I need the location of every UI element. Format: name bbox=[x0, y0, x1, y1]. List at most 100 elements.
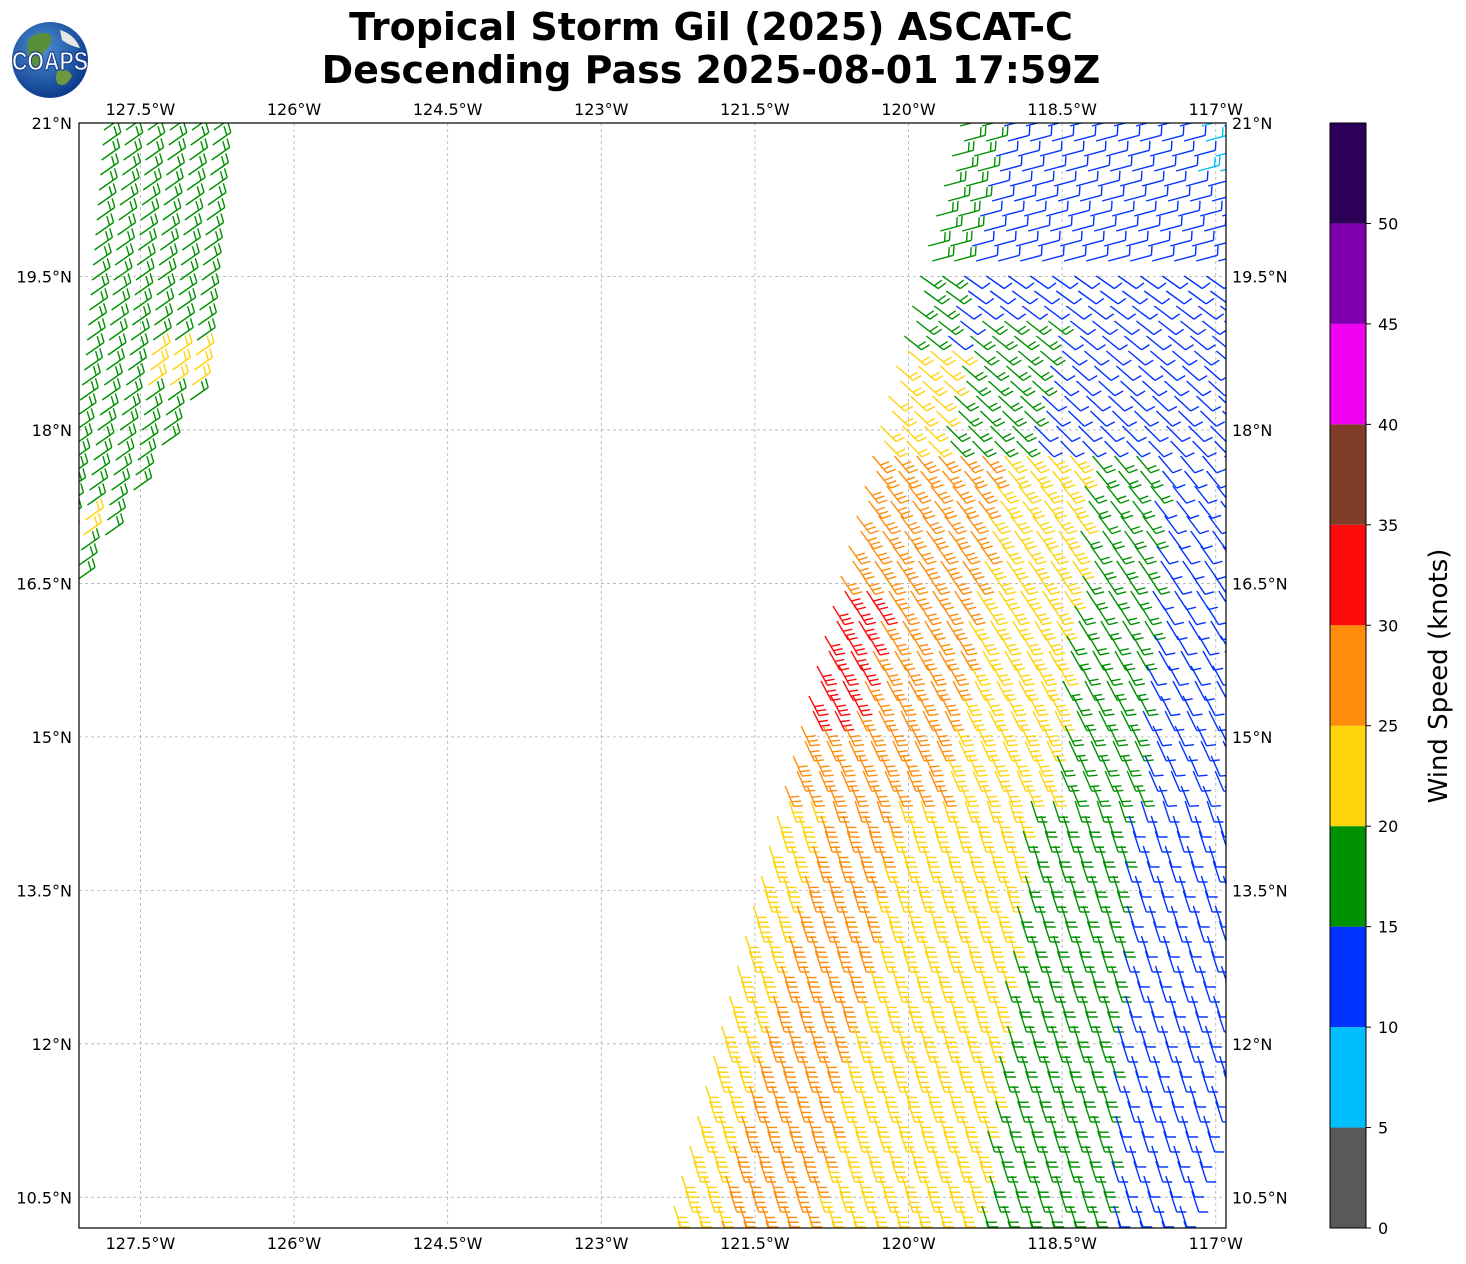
wind-barb bbox=[902, 755, 922, 777]
wind-barb bbox=[1135, 1070, 1152, 1093]
wind-barb bbox=[888, 395, 914, 412]
wind-barb bbox=[1032, 710, 1053, 732]
wind-barb bbox=[1195, 1145, 1213, 1168]
wind-barb bbox=[1071, 365, 1098, 382]
wind-barb bbox=[197, 303, 218, 326]
wind-barb bbox=[1079, 185, 1103, 202]
wind-barb bbox=[917, 1115, 935, 1138]
wind-barb bbox=[1113, 123, 1136, 127]
wind-barb bbox=[1125, 1190, 1143, 1213]
wind-barb bbox=[117, 213, 137, 236]
wind-barb bbox=[1127, 350, 1154, 366]
wind-barb bbox=[1208, 515, 1226, 535]
wind-barb bbox=[1214, 239, 1226, 247]
wind-barb bbox=[1151, 1145, 1169, 1168]
wind-barb bbox=[920, 935, 938, 958]
wind-barb bbox=[799, 1145, 817, 1168]
wind-barb bbox=[892, 410, 918, 427]
wind-barb bbox=[123, 138, 143, 161]
wind-barb bbox=[1158, 980, 1176, 1003]
wind-barb bbox=[834, 845, 852, 868]
wind-barb bbox=[1091, 320, 1119, 336]
wind-barb bbox=[106, 498, 127, 521]
wind-barb bbox=[1061, 350, 1088, 366]
wind-barb bbox=[853, 1220, 862, 1228]
wind-barb bbox=[826, 875, 844, 898]
wind-barb bbox=[1013, 1085, 1031, 1108]
wind-barb bbox=[893, 1205, 911, 1228]
wind-barb bbox=[1092, 650, 1114, 671]
wind-barb bbox=[985, 275, 1013, 290]
wind-barb bbox=[1013, 185, 1037, 202]
wind-barb bbox=[1036, 995, 1054, 1018]
wind-barb bbox=[838, 665, 860, 686]
wind-barb bbox=[1142, 380, 1168, 397]
wind-barb bbox=[828, 650, 850, 671]
wind-barb bbox=[821, 1145, 839, 1168]
wind-barb bbox=[125, 363, 145, 386]
wind-barb bbox=[964, 935, 982, 958]
wind-barb bbox=[874, 695, 895, 717]
wind-barb bbox=[1126, 575, 1149, 595]
wind-barb bbox=[939, 1115, 957, 1138]
wind-barb bbox=[1126, 440, 1151, 458]
wind-barb bbox=[1054, 380, 1080, 397]
wind-barb bbox=[1020, 590, 1043, 611]
wind-barb bbox=[1222, 545, 1226, 565]
wind-barb bbox=[1025, 1205, 1043, 1228]
wind-barb bbox=[760, 875, 778, 898]
wind-barb bbox=[1164, 380, 1190, 397]
wind-barb bbox=[1017, 140, 1041, 157]
wind-barb bbox=[744, 935, 762, 958]
wind-barb bbox=[1136, 785, 1156, 808]
wind-barb bbox=[127, 348, 148, 371]
wind-barb bbox=[93, 228, 114, 251]
wind-barb bbox=[837, 1085, 855, 1108]
lon-tick-label-top: 124.5°W bbox=[413, 100, 483, 119]
wind-barb bbox=[739, 1205, 757, 1228]
wind-barb bbox=[924, 425, 949, 443]
wind-barb bbox=[860, 995, 878, 1018]
wind-barb bbox=[1202, 455, 1226, 474]
wind-barb bbox=[1072, 215, 1095, 232]
wind-barb bbox=[174, 318, 194, 341]
wind-barb bbox=[850, 785, 870, 808]
wind-barb bbox=[942, 935, 960, 958]
wind-barb bbox=[916, 455, 940, 474]
wind-barb bbox=[1087, 1055, 1104, 1078]
wind-barb bbox=[1139, 275, 1167, 290]
wind-barb bbox=[968, 950, 986, 973]
wind-barb bbox=[800, 725, 821, 747]
wind-barb bbox=[884, 905, 902, 928]
wind-barb bbox=[1194, 485, 1218, 504]
wind-barb bbox=[966, 710, 987, 732]
wind-barb bbox=[180, 243, 200, 266]
wind-barb bbox=[1204, 215, 1226, 232]
wind-barb bbox=[972, 440, 997, 458]
wind-barb bbox=[765, 1220, 774, 1228]
wind-barb bbox=[1003, 320, 1031, 336]
wind-barb bbox=[882, 665, 904, 686]
wind-barb bbox=[1130, 920, 1148, 943]
wind-barb bbox=[1014, 995, 1032, 1018]
wind-barb bbox=[1054, 845, 1072, 868]
wind-barb bbox=[994, 230, 1017, 247]
wind-barb bbox=[982, 455, 1006, 474]
wind-barb bbox=[1147, 1190, 1165, 1213]
wind-barb bbox=[973, 1100, 991, 1123]
wind-barb bbox=[1130, 590, 1153, 611]
wind-barb bbox=[876, 935, 894, 958]
wind-barb bbox=[1121, 1040, 1138, 1063]
wind-barb bbox=[697, 1115, 715, 1138]
wind-barb bbox=[1010, 845, 1028, 868]
wind-barb bbox=[892, 875, 910, 898]
wind-barb bbox=[904, 995, 922, 1018]
wind-barb bbox=[52, 543, 78, 565]
wind-barb bbox=[1109, 305, 1137, 320]
wind-barb bbox=[1150, 815, 1168, 838]
wind-barb bbox=[1033, 290, 1061, 305]
wind-barb bbox=[111, 288, 131, 311]
wind-barb bbox=[1054, 710, 1075, 732]
wind-barb bbox=[703, 1175, 721, 1198]
wind-barb bbox=[1104, 905, 1122, 928]
